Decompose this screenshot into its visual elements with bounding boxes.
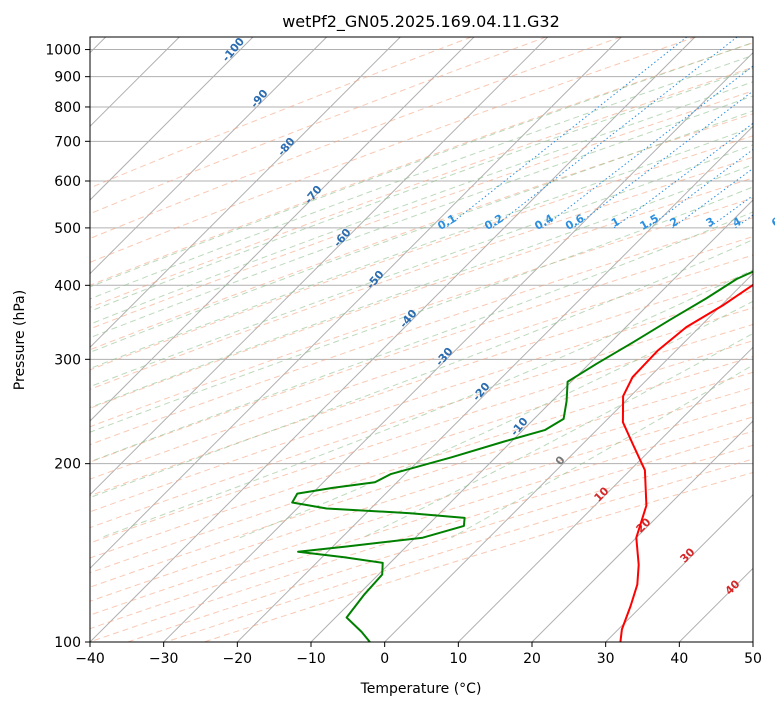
x-tick-label: −10 (296, 651, 326, 667)
profile-series (291, 270, 753, 642)
dry-adiabat-line (90, 386, 753, 602)
dewpoint-profile-line (291, 270, 753, 642)
isotherm-gridline (90, 37, 549, 496)
y-tick-label: 1000 (45, 43, 81, 59)
x-axis: −40 −30 −20 −10 0 10 20 30 40 50 (75, 642, 762, 667)
moist-adiabat-line (90, 110, 753, 353)
background-lines (90, 37, 753, 642)
isotherm-gridline (90, 37, 254, 201)
isotherm-gridline (384, 272, 753, 642)
dry-adiabat-line (90, 37, 696, 263)
isotherm-gridline (90, 37, 475, 422)
x-tick-label: −30 (149, 651, 179, 667)
y-tick-label: 400 (54, 278, 81, 294)
mixing-ratio-line (613, 122, 753, 229)
dry-adiabat-line (90, 66, 753, 309)
x-tick-label: −40 (75, 651, 105, 667)
dry-adiabat-line (90, 217, 753, 446)
y-tick-label: 600 (54, 174, 81, 190)
moist-adiabat-line (90, 81, 753, 325)
y-tick-label: 100 (54, 635, 81, 651)
moist-adiabat-line (90, 164, 753, 409)
dry-adiabat-line (90, 197, 753, 428)
y-tick-label: 300 (54, 352, 81, 368)
isotherm-gridline (90, 37, 328, 275)
x-tick-label: 40 (670, 651, 688, 667)
moist-adiabat-line (90, 144, 753, 388)
dry-adiabat-line (90, 290, 753, 513)
mixing-ratio-label: 6 (769, 215, 775, 230)
y-tick-label: 500 (54, 221, 81, 237)
x-axis-title: Temperature (°C) (360, 681, 482, 697)
isotherm-gridline (605, 493, 753, 642)
moist-adiabat-line (90, 186, 753, 433)
isotherm-gridline (90, 37, 401, 349)
dry-adiabat-line (90, 156, 753, 390)
x-tick-label: 30 (597, 651, 615, 667)
x-tick-label: 0 (380, 651, 389, 667)
y-axis-title: Pressure (hPa) (12, 290, 28, 390)
x-tick-label: −20 (223, 651, 253, 667)
isotherm-gridline (163, 51, 753, 642)
isotherm-gridline (457, 346, 753, 642)
dry-adiabat-line (90, 177, 753, 409)
isotherm-gridline (90, 37, 622, 570)
isotherm-gridline (531, 420, 753, 642)
y-tick-label: 900 (54, 70, 81, 86)
mixing-ratio-line (445, 37, 688, 229)
moist-adiabat-line (90, 41, 753, 288)
moist-adiabat-line (90, 126, 753, 370)
y-tick-label: 800 (54, 100, 81, 116)
plot-frame (89, 36, 754, 643)
chart-title: wetPf2_GN05.2025.169.04.11.G32 (282, 12, 560, 32)
moist-adiabat-line (362, 332, 753, 539)
dry-adiabat-line (90, 307, 753, 529)
mixing-ratio-line (542, 65, 753, 229)
y-tick-label: 700 (54, 134, 81, 150)
moist-adiabat-line (90, 211, 753, 463)
dry-adiabat-line (90, 356, 753, 574)
moist-adiabat-line (90, 239, 753, 499)
y-tick-label: 200 (54, 457, 81, 473)
dry-adiabat-line (90, 340, 753, 559)
isotherm-gridline (236, 125, 753, 642)
y-axis: 1000 900 800 700 600 500 400 300 200 100 (45, 43, 90, 651)
dry-adiabat-line (90, 254, 753, 480)
dry-adiabat-line (90, 42, 753, 286)
dry-adiabat-line (90, 37, 622, 239)
dry-adiabat-line (90, 37, 547, 215)
x-tick-label: 50 (744, 651, 762, 667)
moist-adiabat-line (90, 67, 753, 312)
x-tick-label: 10 (449, 651, 467, 667)
x-tick-label: 20 (523, 651, 541, 667)
isotherm-gridline (310, 199, 753, 642)
temperature-profile-line (619, 283, 753, 642)
moist-adiabat-line (90, 54, 753, 300)
